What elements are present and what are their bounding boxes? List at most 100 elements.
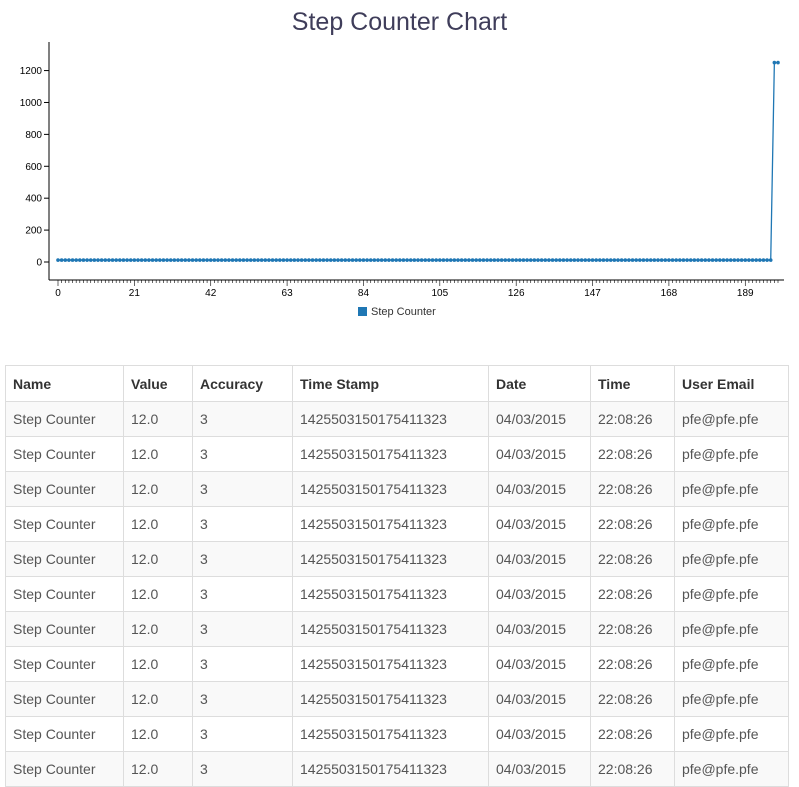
data-point[interactable] [587, 258, 591, 262]
data-point[interactable] [187, 258, 191, 262]
data-point[interactable] [608, 258, 613, 262]
data-point[interactable] [394, 258, 398, 262]
data-point[interactable] [605, 258, 609, 262]
data-point[interactable] [303, 258, 308, 262]
data-point[interactable] [456, 258, 460, 262]
data-point[interactable] [663, 258, 668, 262]
data-point[interactable] [354, 258, 358, 262]
data-point[interactable] [270, 258, 275, 262]
data-point[interactable] [503, 258, 508, 262]
data-point[interactable] [681, 258, 686, 262]
data-point[interactable] [514, 258, 518, 262]
data-point[interactable] [332, 258, 337, 262]
data-point[interactable] [627, 258, 631, 262]
data-point[interactable] [598, 258, 602, 262]
data-point[interactable] [208, 258, 213, 262]
data-point[interactable] [252, 258, 257, 262]
data-point[interactable] [641, 258, 646, 262]
data-point[interactable] [150, 258, 155, 262]
data-point[interactable] [656, 258, 660, 262]
data-point[interactable] [398, 258, 402, 262]
data-point[interactable] [114, 258, 118, 262]
data-point[interactable] [136, 258, 140, 262]
data-point[interactable] [88, 258, 93, 262]
data-point[interactable] [219, 258, 224, 262]
data-point[interactable] [601, 258, 606, 262]
data-point[interactable] [310, 258, 315, 262]
data-point[interactable] [638, 258, 642, 262]
data-point[interactable] [216, 258, 220, 262]
data-point[interactable] [507, 258, 511, 262]
data-point[interactable] [299, 258, 304, 262]
data-point[interactable] [183, 258, 188, 262]
data-point[interactable] [78, 258, 82, 262]
data-point[interactable] [645, 258, 649, 262]
data-point[interactable] [205, 258, 209, 262]
data-point[interactable] [96, 258, 100, 262]
data-point[interactable] [518, 258, 522, 262]
data-point[interactable] [467, 258, 471, 262]
data-point[interactable] [747, 258, 751, 262]
data-point[interactable] [85, 258, 89, 262]
data-point[interactable] [227, 258, 231, 262]
data-point[interactable] [725, 258, 729, 262]
data-point[interactable] [728, 258, 733, 262]
data-point[interactable] [238, 258, 242, 262]
data-point[interactable] [59, 258, 64, 262]
data-point[interactable] [718, 258, 722, 262]
data-point[interactable] [405, 258, 409, 262]
data-point[interactable] [532, 258, 537, 262]
data-point[interactable] [128, 258, 133, 262]
data-point[interactable] [576, 258, 580, 262]
data-point[interactable] [499, 258, 504, 262]
data-point[interactable] [528, 258, 533, 262]
data-point[interactable] [292, 258, 297, 262]
data-point[interactable] [343, 258, 348, 262]
data-point[interactable] [198, 258, 202, 262]
data-point[interactable] [630, 258, 635, 262]
data-point[interactable] [594, 258, 598, 262]
data-point[interactable] [430, 258, 435, 262]
data-point[interactable] [445, 258, 449, 262]
data-point[interactable] [710, 258, 715, 262]
data-point[interactable] [699, 258, 704, 262]
data-point[interactable] [390, 258, 395, 262]
data-point[interactable] [139, 258, 144, 262]
data-point[interactable] [448, 258, 453, 262]
data-point[interactable] [525, 258, 529, 262]
data-point[interactable] [63, 258, 68, 262]
data-point[interactable] [619, 258, 624, 262]
data-point[interactable] [263, 258, 268, 262]
data-point[interactable] [248, 258, 253, 262]
data-point[interactable] [547, 258, 551, 262]
data-point[interactable] [81, 258, 86, 262]
data-point[interactable] [281, 258, 286, 262]
data-point[interactable] [67, 258, 71, 262]
data-point[interactable] [754, 258, 758, 262]
data-point[interactable] [212, 258, 217, 262]
data-point[interactable] [350, 258, 355, 262]
data-point[interactable] [321, 258, 326, 262]
data-point[interactable] [336, 258, 340, 262]
data-point[interactable] [365, 258, 369, 262]
data-point[interactable] [379, 258, 384, 262]
data-point[interactable] [441, 258, 446, 262]
data-point[interactable] [732, 258, 737, 262]
data-point[interactable] [358, 258, 362, 262]
data-point[interactable] [692, 258, 697, 262]
data-point[interactable] [325, 258, 329, 262]
data-point[interactable] [427, 258, 431, 262]
data-point[interactable] [230, 258, 235, 262]
data-point[interactable] [70, 258, 75, 262]
data-point[interactable] [459, 258, 464, 262]
data-point[interactable] [452, 258, 457, 262]
data-point[interactable] [361, 258, 366, 262]
data-point[interactable] [147, 258, 151, 262]
data-point[interactable] [314, 258, 318, 262]
data-point[interactable] [110, 258, 115, 262]
data-point[interactable] [179, 258, 184, 262]
data-point[interactable] [423, 258, 428, 262]
data-point[interactable] [521, 258, 526, 262]
data-point[interactable] [739, 258, 744, 262]
data-point[interactable] [568, 258, 573, 262]
